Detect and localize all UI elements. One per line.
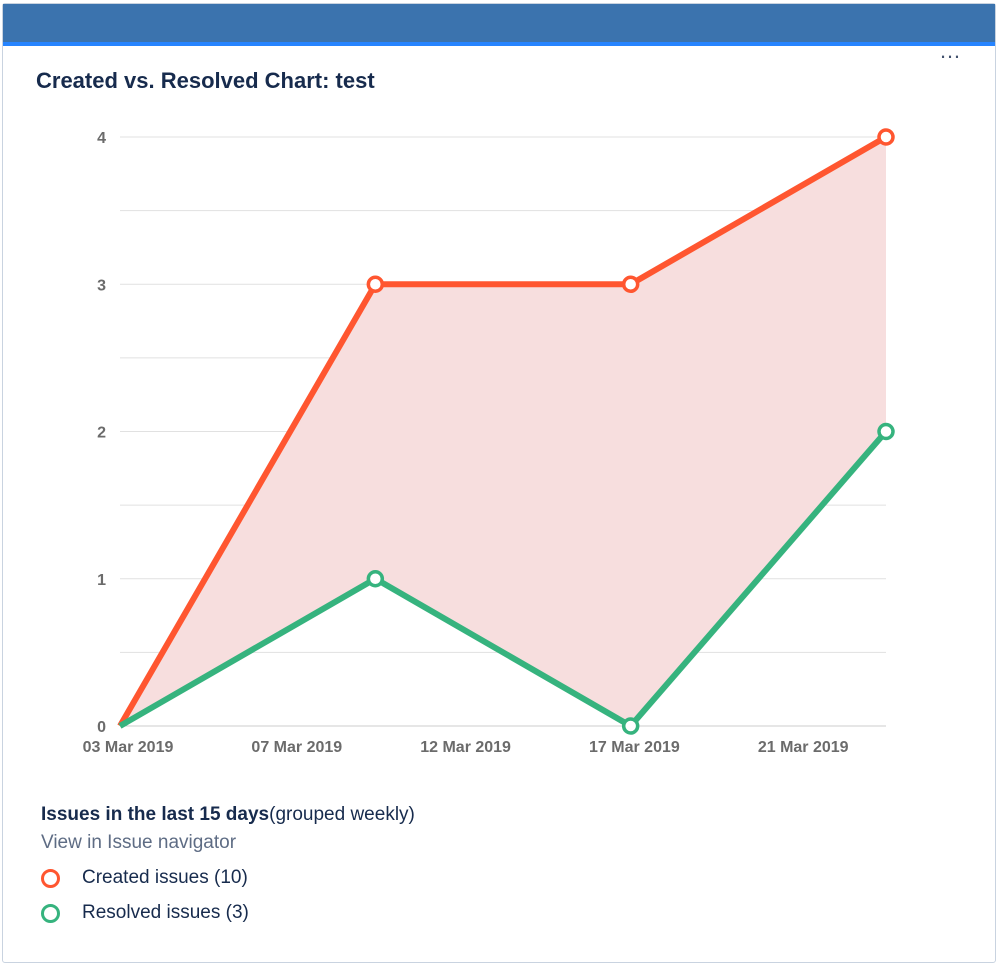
created-circle-icon — [41, 868, 60, 888]
y-tick-label: 3 — [97, 277, 106, 294]
legend-heading-suffix: (grouped weekly) — [269, 804, 415, 825]
x-tick-label: 07 Mar 2019 — [251, 739, 342, 756]
legend: Issues in the last 15 days(grouped weekl… — [41, 804, 415, 924]
x-tick-label: 12 Mar 2019 — [420, 739, 511, 756]
x-tick-label: 21 Mar 2019 — [758, 739, 849, 756]
data-point — [621, 275, 640, 293]
chart-title: Created vs. Resolved Chart: test — [36, 68, 375, 93]
area-between-series — [120, 137, 886, 726]
view-in-issue-navigator-link[interactable]: View in Issue navigator — [41, 832, 237, 853]
data-point — [877, 128, 895, 146]
legend-item-created[interactable]: Created issues (10) — [41, 867, 415, 889]
data-point — [877, 422, 895, 441]
y-tick-label: 1 — [97, 572, 106, 589]
data-point — [366, 275, 385, 293]
y-tick-label: 0 — [97, 719, 106, 736]
x-tick-label: 17 Mar 2019 — [589, 739, 680, 756]
chart: 0 1 2 3 4 03 Mar 2019 07 Mar 2019 12 Mar 2019 17… — [83, 128, 895, 756]
series-line-0 — [117, 134, 888, 728]
legend-item-resolved[interactable]: Resolved issues (3) — [41, 902, 415, 924]
header-accent-line — [3, 42, 995, 46]
data-point — [621, 717, 640, 735]
legend-label: Resolved issues (3) — [82, 902, 249, 923]
more-options-icon[interactable]: … — [939, 38, 961, 63]
data-point — [366, 570, 385, 588]
resolved-circle-icon — [41, 903, 60, 923]
x-tick-label: 03 Mar 2019 — [83, 739, 174, 756]
legend-heading: Issues in the last 15 days — [41, 804, 270, 825]
gadget-header — [3, 4, 995, 42]
y-tick-label: 4 — [97, 130, 106, 147]
legend-label: Created issues (10) — [82, 867, 248, 888]
y-tick-label: 2 — [97, 425, 106, 442]
series-line-1 — [118, 429, 889, 729]
